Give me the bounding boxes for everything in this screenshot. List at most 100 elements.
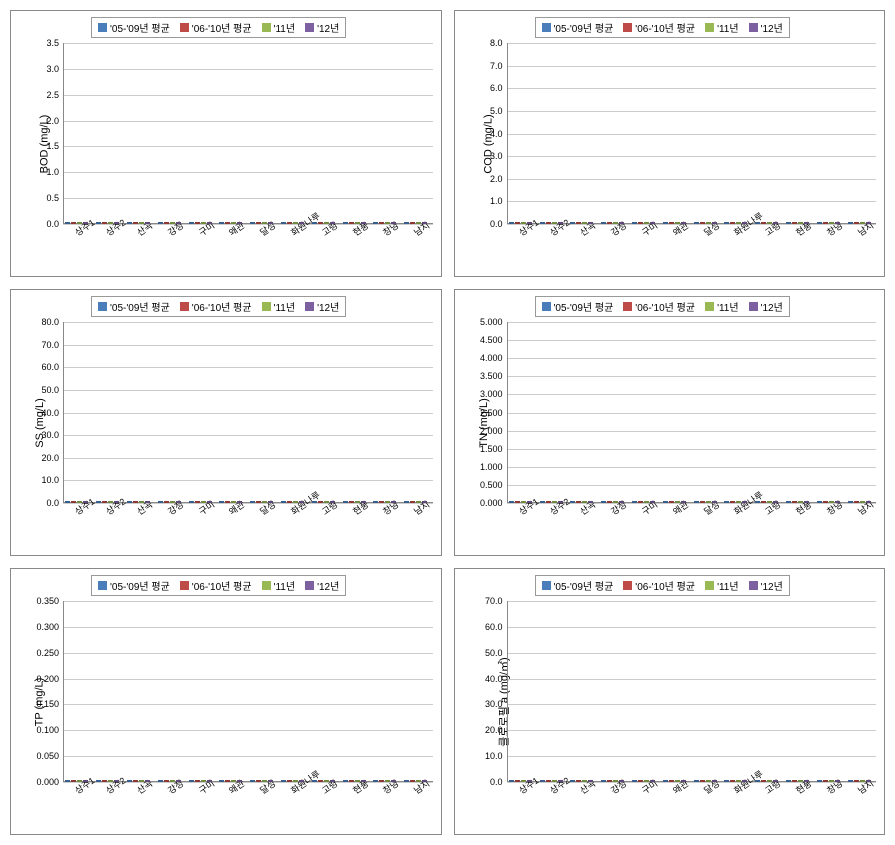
bar	[767, 780, 772, 782]
bar	[521, 501, 526, 503]
bar	[324, 501, 329, 503]
legend-label: '05-'09년 평균	[554, 578, 614, 593]
bar	[588, 222, 593, 224]
bar	[404, 222, 409, 224]
bar-container	[507, 601, 877, 782]
bar	[312, 780, 317, 782]
y-tick-label: 1.500	[480, 444, 503, 454]
legend-item: '11년	[705, 578, 739, 593]
legend: '05-'09년 평균'06-'10년 평균'11년'12년	[535, 17, 790, 38]
y-tick-label: 60.0	[485, 622, 503, 632]
legend-swatch	[705, 23, 714, 32]
bar	[792, 501, 797, 503]
bar	[416, 501, 421, 503]
bar	[416, 222, 421, 224]
chart-cod: '05-'09년 평균'06-'10년 평균'11년'12년COD (mg/L)…	[454, 10, 886, 277]
bar	[219, 501, 224, 503]
bar	[77, 501, 82, 503]
chart-ss: '05-'09년 평균'06-'10년 평균'11년'12년SS (mg/L)0…	[10, 289, 442, 556]
bar	[207, 780, 212, 782]
legend: '05-'09년 평균'06-'10년 평균'11년'12년	[535, 575, 790, 596]
bar	[860, 780, 865, 782]
legend-swatch	[305, 23, 314, 32]
bar-group	[281, 501, 304, 503]
bar	[410, 501, 415, 503]
legend-label: '12년	[317, 20, 339, 35]
bar	[422, 501, 427, 503]
y-tick-label: 50.0	[41, 385, 59, 395]
bar	[823, 501, 828, 503]
legend-item: '06-'10년 평균	[623, 578, 695, 593]
legend-label: '12년	[317, 299, 339, 314]
y-tick-label: 3.500	[480, 371, 503, 381]
bar	[700, 501, 705, 503]
bar	[854, 780, 859, 782]
bar	[552, 501, 557, 503]
bar	[515, 501, 520, 503]
bar	[607, 780, 612, 782]
legend-label: '11년	[717, 299, 739, 314]
bar	[330, 780, 335, 782]
legend-swatch	[749, 302, 758, 311]
bar	[675, 222, 680, 224]
bar	[527, 501, 532, 503]
bar	[798, 501, 803, 503]
plot-area: 0.00.51.01.52.02.53.03.5상주1상주2산곡강정구미왜관달성…	[63, 43, 433, 224]
bar	[848, 780, 853, 782]
bar-group	[219, 780, 242, 782]
bar	[96, 780, 101, 782]
y-tick-label: 0.250	[36, 648, 59, 658]
bar	[219, 222, 224, 224]
bar	[644, 501, 649, 503]
bar	[385, 780, 390, 782]
bar	[835, 780, 840, 782]
bar	[133, 780, 138, 782]
bar	[773, 780, 778, 782]
bar	[817, 780, 822, 782]
bar-group	[632, 780, 655, 782]
bar	[164, 780, 169, 782]
bar	[379, 222, 384, 224]
bar-group	[817, 222, 840, 224]
bar-group	[96, 780, 119, 782]
legend-item: '12년	[305, 20, 339, 35]
bar-group	[219, 222, 242, 224]
bar-group	[343, 780, 366, 782]
bar	[349, 780, 354, 782]
legend-swatch	[180, 581, 189, 590]
y-tick-label: 30.0	[41, 430, 59, 440]
legend-swatch	[262, 581, 271, 590]
legend-swatch	[305, 581, 314, 590]
bar	[410, 780, 415, 782]
bar	[410, 222, 415, 224]
legend-item: '05-'09년 평균	[542, 20, 614, 35]
y-tick-label: 3.0	[490, 151, 503, 161]
bar	[570, 222, 575, 224]
bar	[854, 222, 859, 224]
bar	[552, 780, 557, 782]
bar	[293, 222, 298, 224]
y-tick-label: 0.0	[490, 777, 503, 787]
plot-area: 0.010.020.030.040.050.060.070.0상주1상주2산곡강…	[507, 601, 877, 782]
bar	[299, 780, 304, 782]
bar	[114, 222, 119, 224]
y-tick-label: 60.0	[41, 362, 59, 372]
bar	[694, 222, 699, 224]
bar	[391, 501, 396, 503]
bar-group	[694, 501, 717, 503]
bar	[404, 780, 409, 782]
bar-group	[312, 222, 335, 224]
bar	[700, 222, 705, 224]
y-tick-label: 70.0	[41, 340, 59, 350]
bar	[231, 501, 236, 503]
y-tick-label: 6.0	[490, 83, 503, 93]
bar	[681, 780, 686, 782]
bar-group	[250, 501, 273, 503]
bar-group	[404, 780, 427, 782]
legend-item: '06-'10년 평균	[180, 20, 252, 35]
bar	[773, 222, 778, 224]
y-tick-label: 20.0	[485, 725, 503, 735]
y-tick-label: 40.0	[485, 674, 503, 684]
bar	[866, 780, 871, 782]
plot-area: 0.0000.5001.0001.5002.0002.5003.0003.500…	[507, 322, 877, 503]
